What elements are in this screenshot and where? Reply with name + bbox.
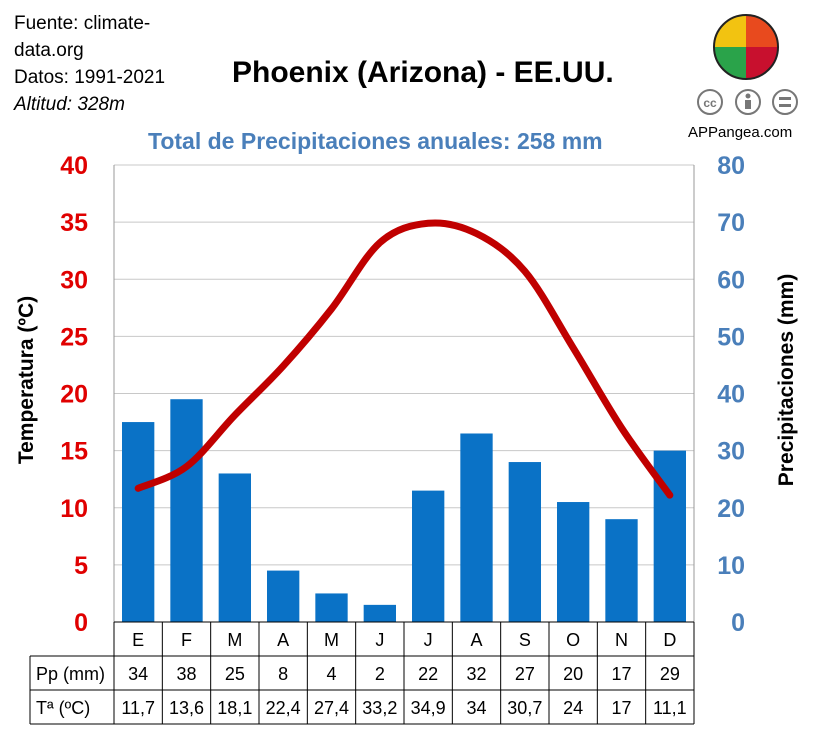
month-label: N bbox=[615, 630, 628, 650]
table-cell: 24 bbox=[563, 698, 583, 718]
table-cell: 27 bbox=[515, 664, 535, 684]
month-label: S bbox=[519, 630, 531, 650]
no-derivatives-icon bbox=[772, 89, 798, 115]
month-label: J bbox=[424, 630, 433, 650]
source-line-1: Fuente: climate- bbox=[14, 13, 151, 34]
left-tick-label: 35 bbox=[60, 209, 88, 237]
table-row-label: Pp (mm) bbox=[36, 664, 105, 684]
table-cell: 13,6 bbox=[169, 698, 204, 718]
table-cell: 34 bbox=[466, 698, 486, 718]
precipitation-bar bbox=[315, 593, 348, 622]
chart-title: Phoenix (Arizona) - EE.UU. bbox=[232, 56, 614, 89]
table-cell: 11,7 bbox=[121, 698, 155, 718]
precipitation-bar bbox=[122, 422, 155, 622]
precipitation-bars bbox=[122, 399, 686, 622]
table-cell: 22,4 bbox=[266, 698, 301, 718]
table-cell: 34,9 bbox=[411, 698, 446, 718]
right-axis-ticks: 0 10 20 30 40 50 60 70 80 bbox=[717, 152, 745, 637]
altitude: Altitud: 328m bbox=[14, 94, 125, 115]
table-cell: 17 bbox=[611, 698, 631, 718]
source-info: Fuente: climate- data.org Datos: 1991-20… bbox=[14, 10, 165, 118]
right-tick-label: 80 bbox=[717, 152, 745, 180]
precipitation-bar bbox=[218, 473, 251, 622]
svg-text:cc: cc bbox=[703, 96, 717, 110]
left-tick-label: 25 bbox=[60, 323, 88, 351]
right-tick-label: 60 bbox=[717, 266, 745, 294]
left-tick-label: 30 bbox=[60, 266, 88, 294]
right-tick-label: 20 bbox=[717, 495, 745, 523]
table-cell: 18,1 bbox=[217, 698, 252, 718]
precipitation-bar bbox=[363, 604, 396, 622]
table-cell: 22 bbox=[418, 664, 438, 684]
table-cell: 38 bbox=[176, 664, 196, 684]
chart-subtitle: Total de Precipitaciones anuales: 258 mm bbox=[148, 128, 603, 154]
table-cell: 34 bbox=[128, 664, 148, 684]
month-label: A bbox=[470, 630, 482, 650]
right-tick-label: 0 bbox=[731, 609, 745, 637]
month-label: O bbox=[566, 630, 580, 650]
precipitation-bar bbox=[605, 519, 638, 622]
table-row-label: Tª (ºC) bbox=[36, 698, 90, 718]
left-tick-label: 0 bbox=[74, 609, 88, 637]
data-table: E F M A M J J A S O N DPp (mm) 34 38 25 8 4 2 22 32 27 20 17 29… bbox=[29, 621, 695, 725]
precipitation-bar bbox=[460, 433, 493, 622]
cc-icon: cc bbox=[697, 89, 723, 115]
table-cell: 20 bbox=[563, 664, 583, 684]
month-label: M bbox=[324, 630, 339, 650]
table-cell: 25 bbox=[225, 664, 245, 684]
month-label: D bbox=[663, 630, 676, 650]
temperature-line bbox=[134, 219, 674, 499]
left-tick-label: 40 bbox=[60, 152, 88, 180]
right-axis-label: Precipitaciones (mm) bbox=[775, 274, 798, 486]
precipitation-bar bbox=[170, 399, 203, 622]
month-label: J bbox=[375, 630, 384, 650]
table-cell: 8 bbox=[278, 664, 288, 684]
left-axis-ticks: 0 5 10 15 20 25 30 35 40 bbox=[60, 152, 88, 637]
left-tick-label: 10 bbox=[60, 495, 88, 523]
precipitation-bar bbox=[267, 570, 300, 622]
right-tick-label: 10 bbox=[717, 552, 745, 580]
left-tick-label: 15 bbox=[60, 438, 88, 466]
month-label: A bbox=[277, 630, 289, 650]
puzzle-logo-icon bbox=[713, 14, 779, 80]
month-label: E bbox=[132, 630, 144, 650]
right-tick-label: 30 bbox=[717, 438, 745, 466]
right-tick-label: 50 bbox=[717, 323, 745, 351]
table-cell: 17 bbox=[611, 664, 631, 684]
attribution-icon bbox=[735, 89, 761, 115]
brand-link[interactable]: APPangea.com bbox=[688, 124, 793, 141]
precipitation-bar bbox=[508, 462, 541, 622]
table-cell: 30,7 bbox=[507, 698, 542, 718]
table-cell: 27,4 bbox=[314, 698, 349, 718]
left-tick-label: 5 bbox=[74, 552, 88, 580]
right-tick-label: 70 bbox=[717, 209, 745, 237]
month-label: M bbox=[227, 630, 242, 650]
precipitation-bar bbox=[557, 502, 590, 622]
table-cell: 11,1 bbox=[653, 698, 687, 718]
left-axis-label: Temperatura (ºC) bbox=[15, 296, 38, 464]
table-cell: 33,2 bbox=[362, 698, 397, 718]
right-tick-label: 40 bbox=[717, 381, 745, 409]
month-label: F bbox=[181, 630, 192, 650]
source-line-2: data.org bbox=[14, 40, 84, 61]
table-cell: 32 bbox=[466, 664, 486, 684]
data-period: Datos: 1991-2021 bbox=[14, 67, 166, 88]
table-cell: 4 bbox=[326, 664, 336, 684]
left-tick-label: 20 bbox=[60, 381, 88, 409]
table-cell: 2 bbox=[375, 664, 385, 684]
precipitation-bar bbox=[412, 490, 445, 622]
table-cell: 29 bbox=[660, 664, 680, 684]
